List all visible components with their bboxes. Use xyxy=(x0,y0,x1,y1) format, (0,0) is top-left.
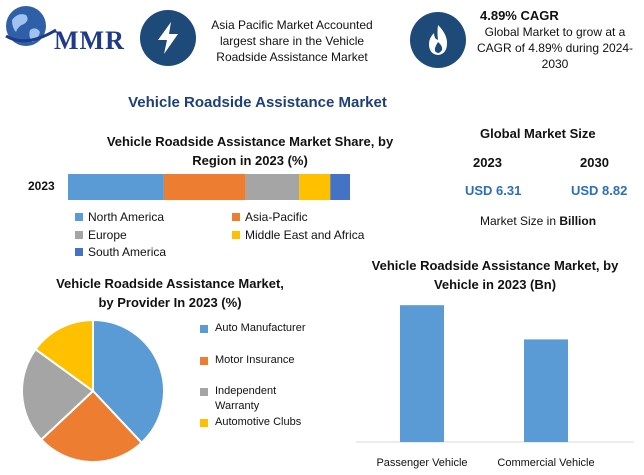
legend-swatch xyxy=(75,213,83,221)
legend-label: Asia-Pacific xyxy=(245,210,308,224)
x-tick-label: Passenger Vehicle xyxy=(376,457,467,469)
cagr-highlight: 4.89% CAGR Global Market to grow at a CA… xyxy=(470,8,640,72)
bar-passenger-vehicle xyxy=(400,305,444,442)
legend-label: Warranty xyxy=(215,400,260,412)
market-size-unit-bold: Billion xyxy=(559,214,597,228)
market-size-year-2030: 2030 xyxy=(580,155,609,170)
globe-logo-icon xyxy=(5,6,57,46)
flame-icon xyxy=(410,12,466,68)
region-bar-segment-asia-pacific xyxy=(163,174,246,200)
legend-south-america: South America xyxy=(75,245,166,259)
market-size-title: Global Market Size xyxy=(480,126,596,141)
region-bar-segment-middle-east-and-africa xyxy=(299,174,331,200)
pie-slice-motor-insurance xyxy=(39,389,144,463)
main-title: Vehicle Roadside Assistance Market xyxy=(128,94,387,111)
region-year-label: 2023 xyxy=(28,179,55,193)
vehicle-chart-title: Vehicle Roadside Assistance Market, by V… xyxy=(350,256,640,294)
pie-slice-auto-manufacturer xyxy=(92,318,165,445)
legend-north-america: North America xyxy=(75,210,164,224)
pie-legend-independent-warranty: Independent Warranty xyxy=(200,384,276,414)
pie-legend-auto-manufacturer: Auto Manufacturer xyxy=(200,321,306,336)
market-size-unit-prefix: Market Size in xyxy=(480,214,560,228)
legend-label: North America xyxy=(88,210,165,224)
cagr-text-line: 2030 xyxy=(541,57,569,71)
vehicle-chart-title-line: Vehicle Roadside Assistance Market, by xyxy=(371,258,619,273)
legend-swatch xyxy=(200,325,208,333)
legend-asia-pacific: Asia-Pacific xyxy=(232,210,308,224)
asia-highlight-text: Asia Pacific Market Accounted largest sh… xyxy=(198,17,386,65)
pie-slice-independent-warranty xyxy=(21,347,95,442)
legend-swatch xyxy=(232,231,240,239)
region-bar-segment-south-america xyxy=(330,174,350,200)
lightning-bolt-icon xyxy=(140,10,196,66)
legend-label: Automotive Clubs xyxy=(215,416,302,428)
legend-swatch xyxy=(75,248,83,256)
region-chart-title: Vehicle Roadside Assistance Market Share… xyxy=(40,132,460,170)
provider-chart-title: Vehicle Roadside Assistance Market, by P… xyxy=(20,274,320,312)
asia-highlight-line: Roadside Assistance Market xyxy=(216,50,368,64)
bar-commercial-vehicle xyxy=(524,339,568,442)
provider-chart-title-line: Vehicle Roadside Assistance Market, xyxy=(56,276,284,291)
market-size-year-2023: 2023 xyxy=(473,155,502,170)
legend-label: South America xyxy=(88,245,167,259)
market-size-value-2030: USD 8.82 xyxy=(571,183,628,198)
provider-pie-chart xyxy=(21,318,165,463)
region-chart-title-line: Region in 2023 (%) xyxy=(192,153,308,168)
asia-highlight-line: largest share in the Vehicle xyxy=(219,34,365,48)
pie-legend-automotive-clubs: Automotive Clubs xyxy=(200,415,301,430)
legend-swatch xyxy=(75,231,83,239)
legend-middle-east-africa: Middle East and Africa xyxy=(232,228,364,242)
pie-slice-automotive-clubs xyxy=(34,318,94,393)
cagr-text-line: CAGR of 4.89% during 2024- xyxy=(476,41,634,55)
legend-europe: Europe xyxy=(75,228,127,242)
asia-highlight-line: Asia Pacific Market Accounted xyxy=(211,18,373,32)
market-size-unit: Market Size in Billion xyxy=(480,214,596,228)
legend-swatch xyxy=(200,419,208,427)
vehicle-chart-title-line: Vehicle in 2023 (Bn) xyxy=(433,277,557,292)
legend-swatch xyxy=(232,213,240,221)
pie-legend-motor-insurance: Motor Insurance xyxy=(200,353,294,368)
legend-label: Auto Manufacturer xyxy=(215,322,306,334)
legend-swatch xyxy=(200,357,208,365)
region-chart-title-line: Vehicle Roadside Assistance Market Share… xyxy=(106,134,394,149)
legend-label: Independent xyxy=(215,385,277,397)
legend-label: Middle East and Africa xyxy=(245,228,365,242)
region-stacked-bar xyxy=(68,174,350,200)
legend-label: Motor Insurance xyxy=(215,354,295,366)
x-tick-label: Commercial Vehicle xyxy=(497,457,594,469)
provider-chart-title-line: by Provider In 2023 (%) xyxy=(98,295,242,310)
vehicle-bar-chart: Passenger Vehicle Commercial Vehicle xyxy=(356,305,634,469)
legend-label: Europe xyxy=(88,228,127,242)
market-size-value-2023: USD 6.31 xyxy=(465,183,522,198)
cagr-text-line: Global Market to grow at a xyxy=(484,25,626,39)
brand-logo-text: MMR xyxy=(54,26,125,55)
cagr-title: 4.89% CAGR xyxy=(480,8,559,23)
region-bar-segment-north-america xyxy=(68,174,164,200)
region-bar-segment-europe xyxy=(245,174,300,200)
legend-swatch xyxy=(200,388,208,396)
